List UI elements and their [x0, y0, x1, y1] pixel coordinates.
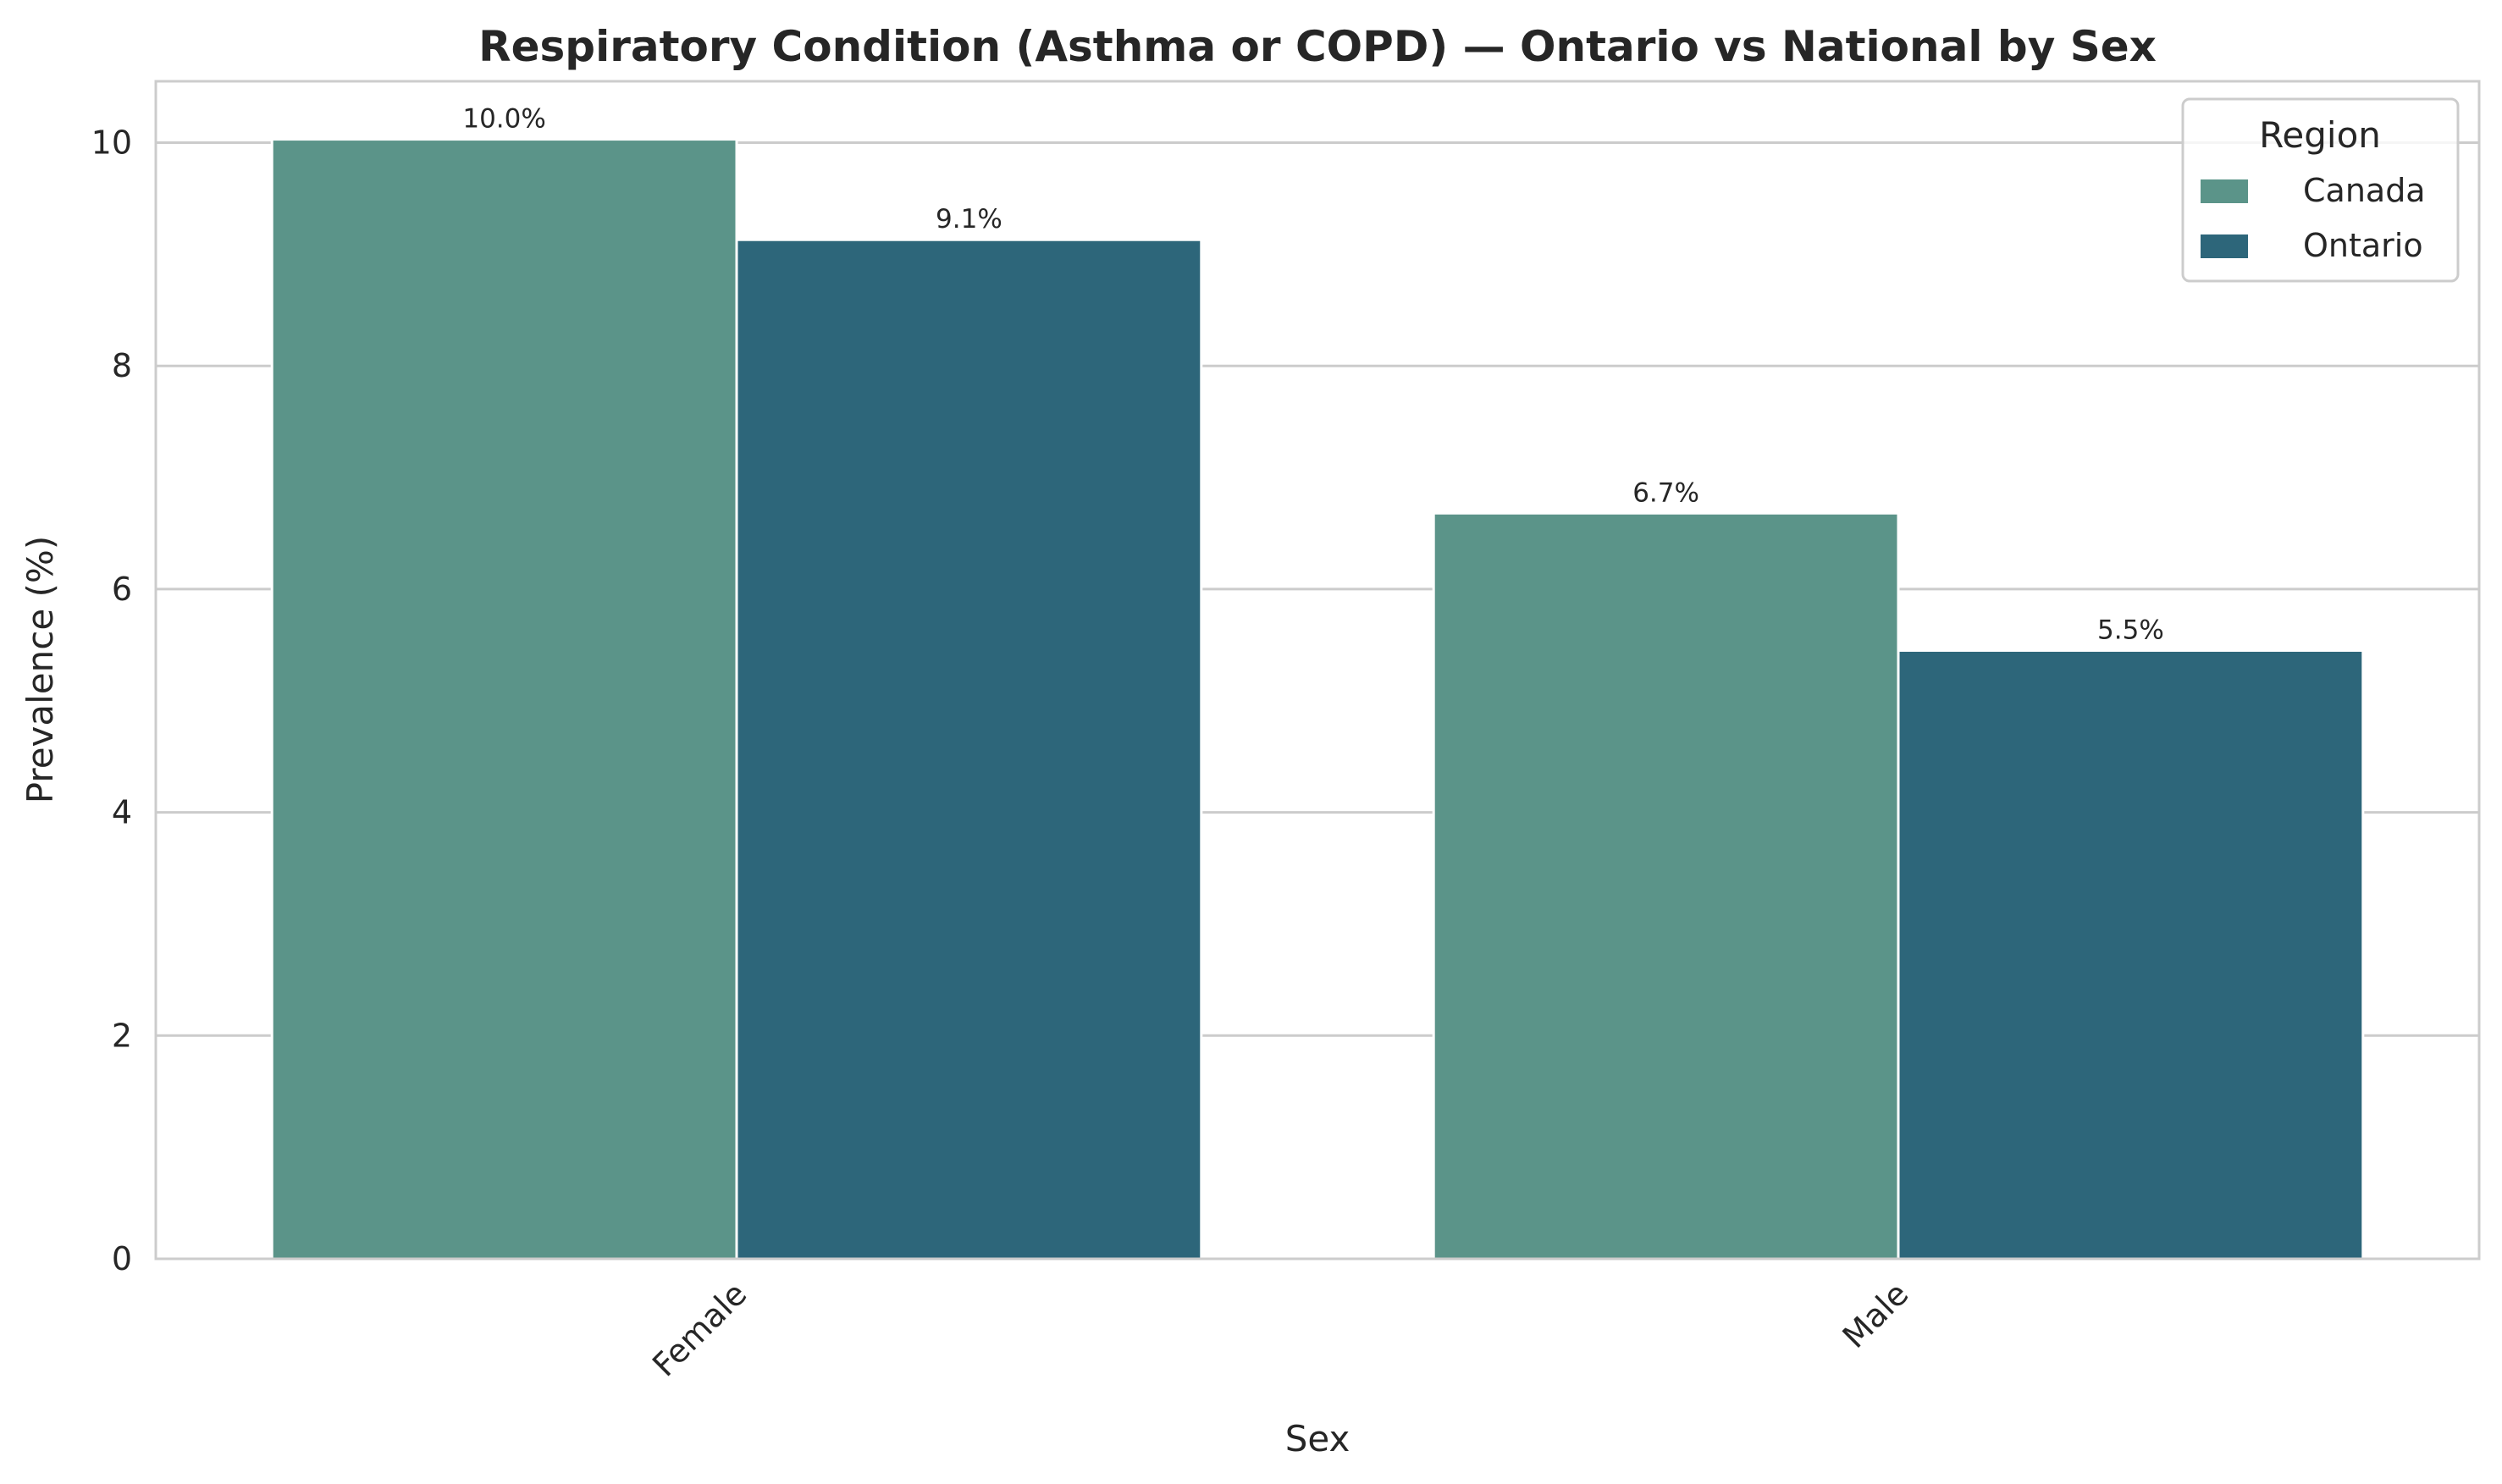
legend-swatch-canada [2201, 179, 2248, 203]
data-label-ontario-female: 9.1% [936, 204, 1002, 234]
y-tick-label-10: 10 [91, 124, 132, 162]
legend: Region Canada Ontario [2181, 97, 2460, 283]
bars-layer [270, 138, 2365, 1261]
y-axis-label: Prevalence (%) [19, 536, 61, 803]
plot-frame [154, 80, 2481, 1261]
data-label-canada-male: 6.7% [1632, 477, 1699, 508]
chart-title: Respiratory Condition (Asthma or COPD) —… [478, 22, 2157, 71]
bar-canada-male [1432, 511, 1900, 1261]
bar-ontario-male [1897, 648, 2365, 1261]
x-axis-label: Sex [1285, 1418, 1350, 1459]
legend-label-canada: Canada [2303, 172, 2426, 209]
legend-title: Region [2259, 114, 2381, 156]
bar-canada-female [270, 138, 738, 1261]
y-tick-labels: 0 2 4 6 8 10 [91, 124, 132, 1277]
y-tick-label-6: 6 [112, 571, 132, 608]
data-labels: 10.0% 9.1% 6.7% 5.5% [462, 104, 2163, 646]
y-tick-label-4: 4 [112, 794, 132, 831]
data-label-ontario-male: 5.5% [2097, 615, 2164, 645]
legend-label-ontario: Ontario [2303, 227, 2423, 264]
legend-box [2181, 97, 2460, 283]
y-tick-label-0: 0 [112, 1240, 132, 1277]
bar-ontario-female [735, 238, 1203, 1261]
data-label-canada-female: 10.0% [462, 104, 545, 135]
y-tick-label-2: 2 [112, 1017, 132, 1054]
y-tick-label-8: 8 [112, 347, 132, 384]
legend-swatch-ontario [2201, 234, 2248, 258]
